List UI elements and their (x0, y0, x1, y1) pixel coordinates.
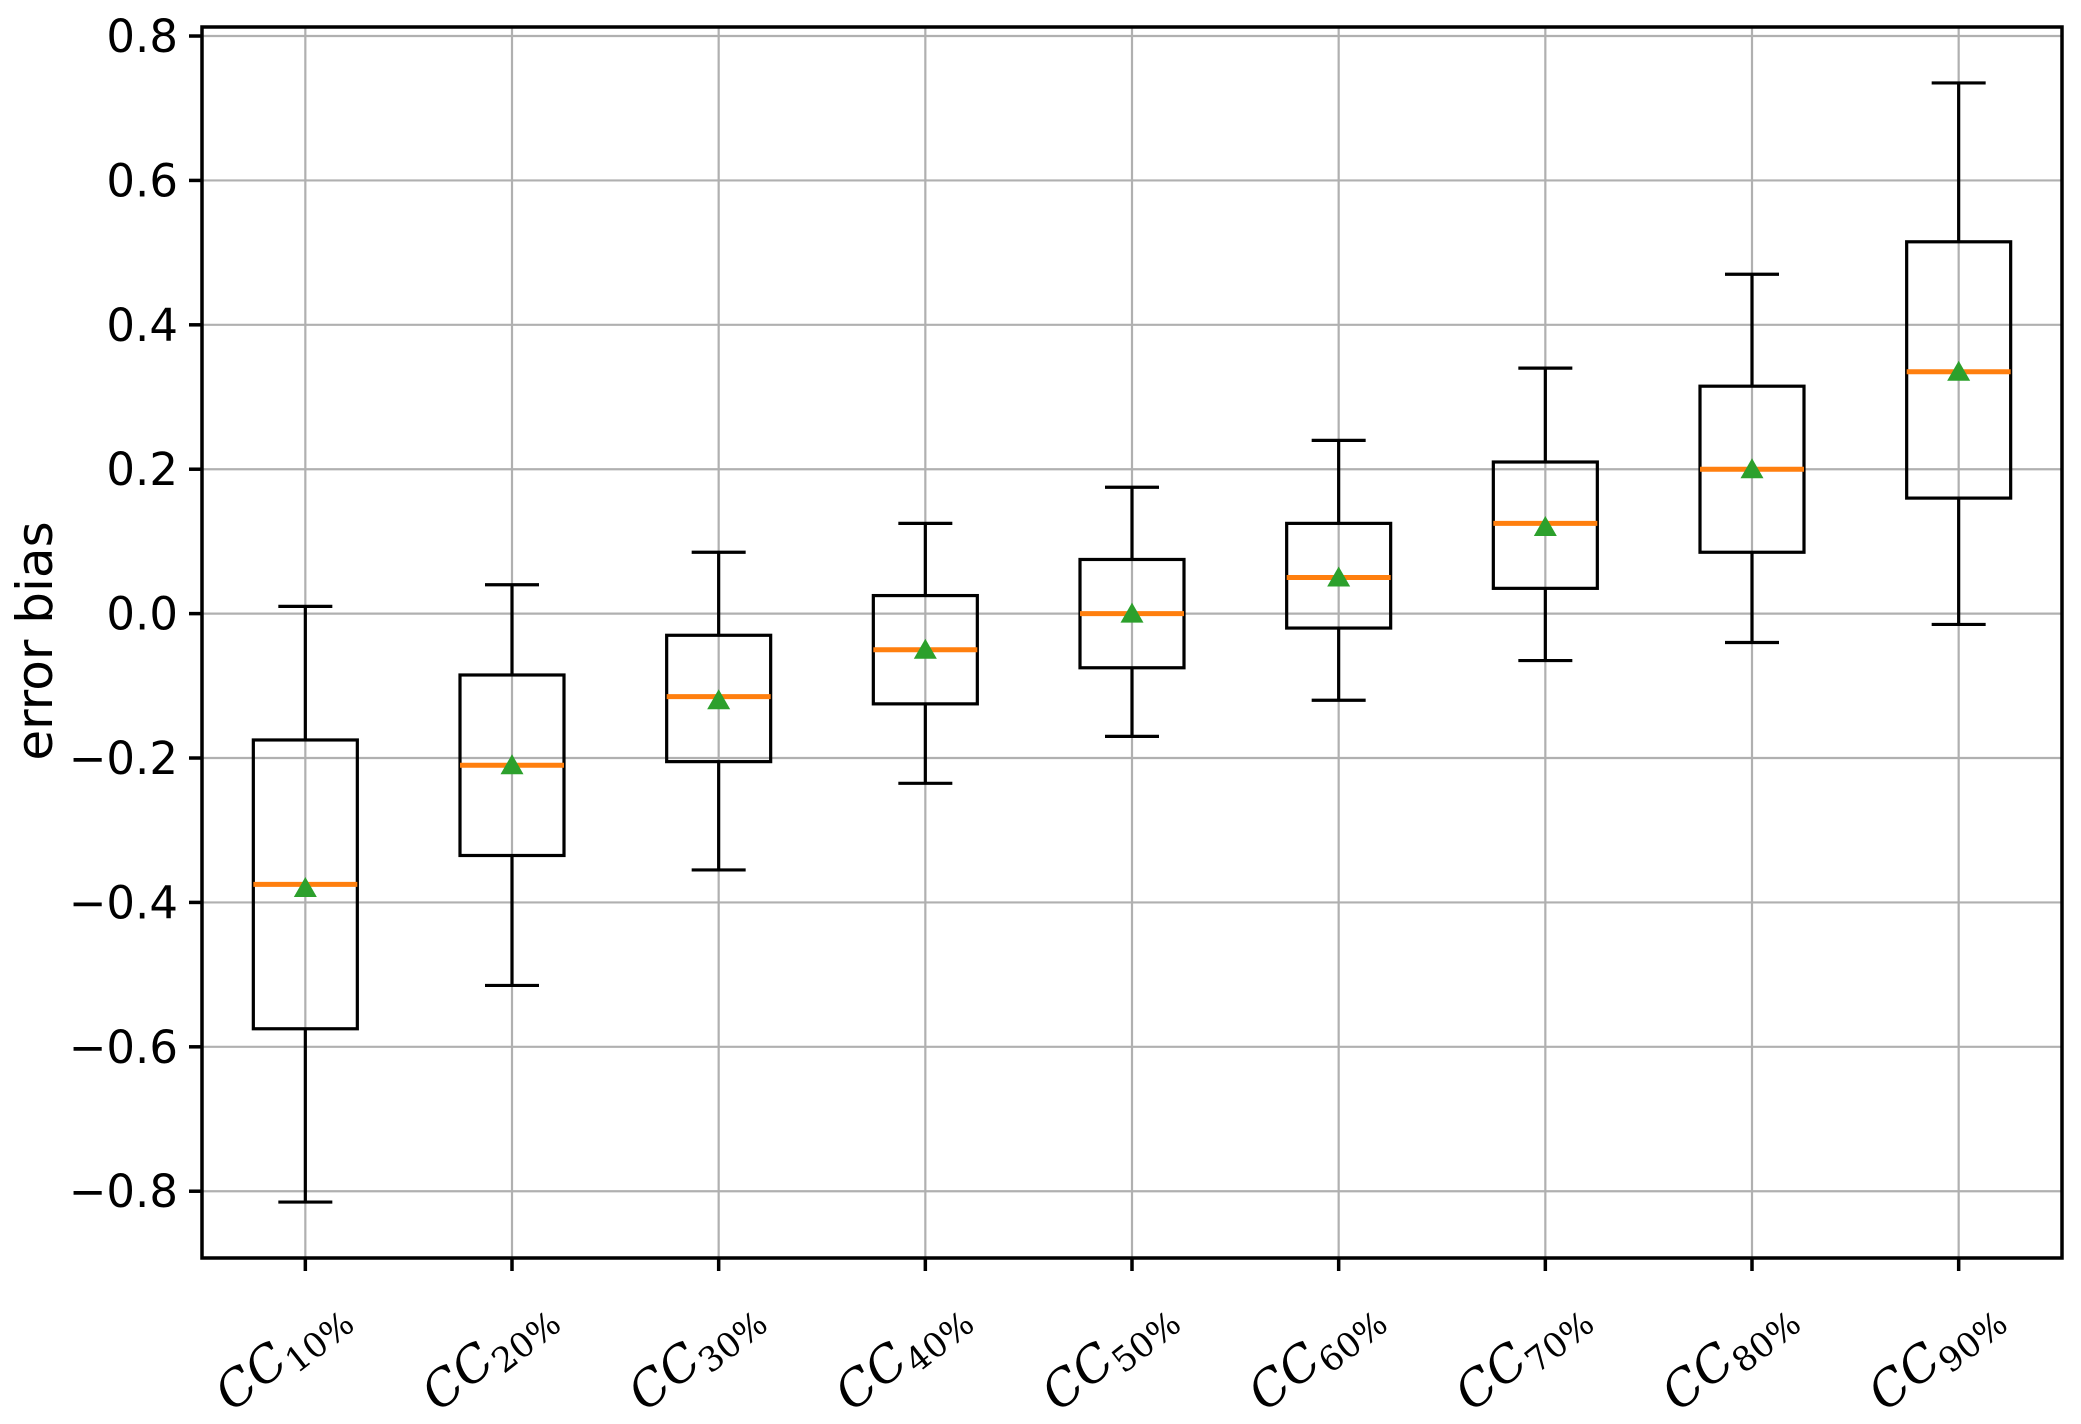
ytick-label--0.8: −0.8 (69, 1165, 178, 1218)
ytick-label-0.2: 0.2 (106, 443, 178, 496)
xtick-label-CC10%: CC10% (204, 1285, 362, 1424)
xtick-label-CC90%: CC90% (1857, 1285, 2015, 1424)
mean-marker-CC70% (1533, 515, 1557, 536)
ytick-label--0.2: −0.2 (69, 732, 178, 785)
mean-marker-CC30% (707, 689, 731, 710)
xtick-label-CC50%: CC50% (1031, 1285, 1189, 1424)
ytick-label--0.6: −0.6 (69, 1021, 178, 1074)
ytick-label-0.8: 0.8 (106, 10, 178, 63)
mean-marker-CC90% (1947, 360, 1971, 381)
mean-marker-CC40% (913, 638, 937, 659)
xtick-label-CC70%: CC70% (1444, 1285, 1602, 1424)
ytick-label-0.6: 0.6 (106, 154, 178, 207)
xtick-label-CC20%: CC20% (411, 1285, 569, 1424)
ytick-label-0.4: 0.4 (106, 299, 178, 352)
xtick-label-CC30%: CC30% (617, 1285, 775, 1424)
ytick-label-0: 0.0 (106, 588, 178, 641)
mean-marker-CC50% (1120, 602, 1144, 623)
ytick-label--0.4: −0.4 (69, 876, 178, 929)
mean-marker-CC60% (1327, 566, 1351, 587)
mean-marker-CC10% (293, 876, 317, 897)
xtick-label-CC80%: CC80% (1651, 1285, 1809, 1424)
mean-marker-CC20% (500, 754, 524, 775)
xtick-label-CC40%: CC40% (824, 1285, 982, 1424)
xtick-label-CC60%: CC60% (1237, 1285, 1395, 1424)
mean-marker-CC80% (1740, 458, 1764, 479)
